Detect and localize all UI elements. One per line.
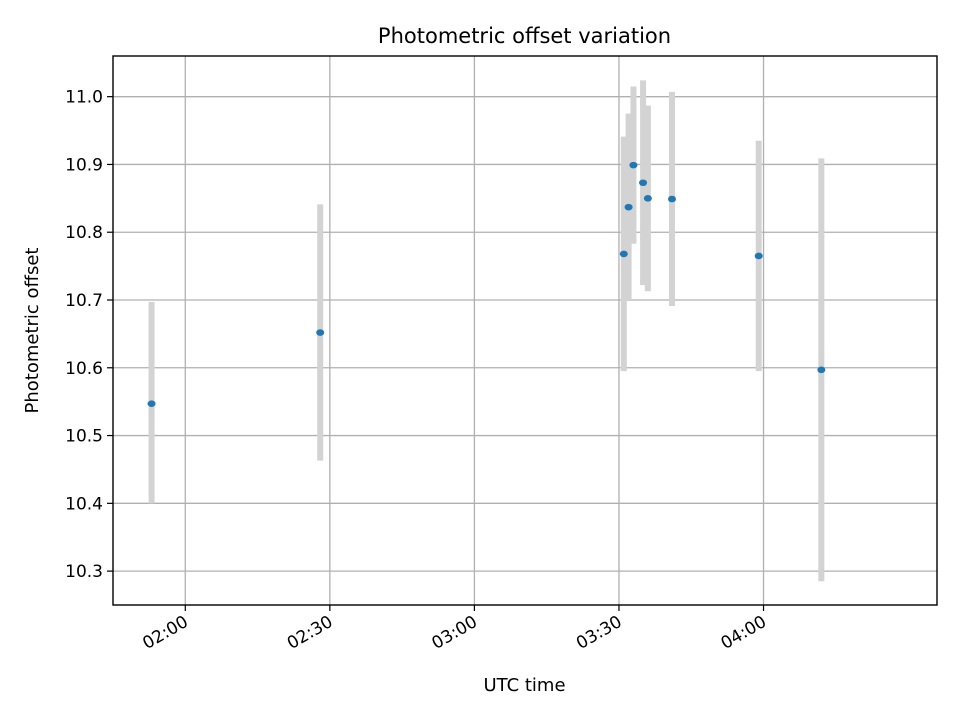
y-tick-label: 10.7 — [65, 291, 103, 311]
y-tick-label: 10.3 — [65, 562, 103, 582]
data-point — [316, 329, 325, 336]
chart-title: Photometric offset variation — [378, 24, 671, 48]
y-tick-label: 10.6 — [65, 359, 103, 379]
data-point — [624, 203, 633, 211]
y-tick-label: 10.4 — [65, 494, 103, 514]
y-tick-label: 10.9 — [65, 155, 103, 175]
y-tick-label: 10.5 — [65, 427, 103, 447]
plot-frame — [112, 55, 938, 606]
data-point — [619, 250, 628, 258]
data-point — [667, 195, 676, 203]
data-points — [147, 161, 826, 408]
y-tick-label: 10.8 — [65, 223, 103, 243]
data-point — [817, 366, 826, 374]
y-tick-label: 11.0 — [65, 88, 103, 108]
data-point — [754, 252, 763, 260]
y-axis-label: Photometric offset — [22, 248, 43, 414]
data-point — [639, 179, 648, 187]
data-point — [147, 400, 156, 408]
data-point — [643, 195, 652, 202]
grid — [113, 56, 937, 605]
data-point — [629, 161, 638, 169]
x-axis-label: UTC time — [483, 675, 565, 696]
y-axis-ticks: 10.3 10.4 10.5 10.6 10.7 10.8 10.9 11.0 — [65, 88, 113, 582]
